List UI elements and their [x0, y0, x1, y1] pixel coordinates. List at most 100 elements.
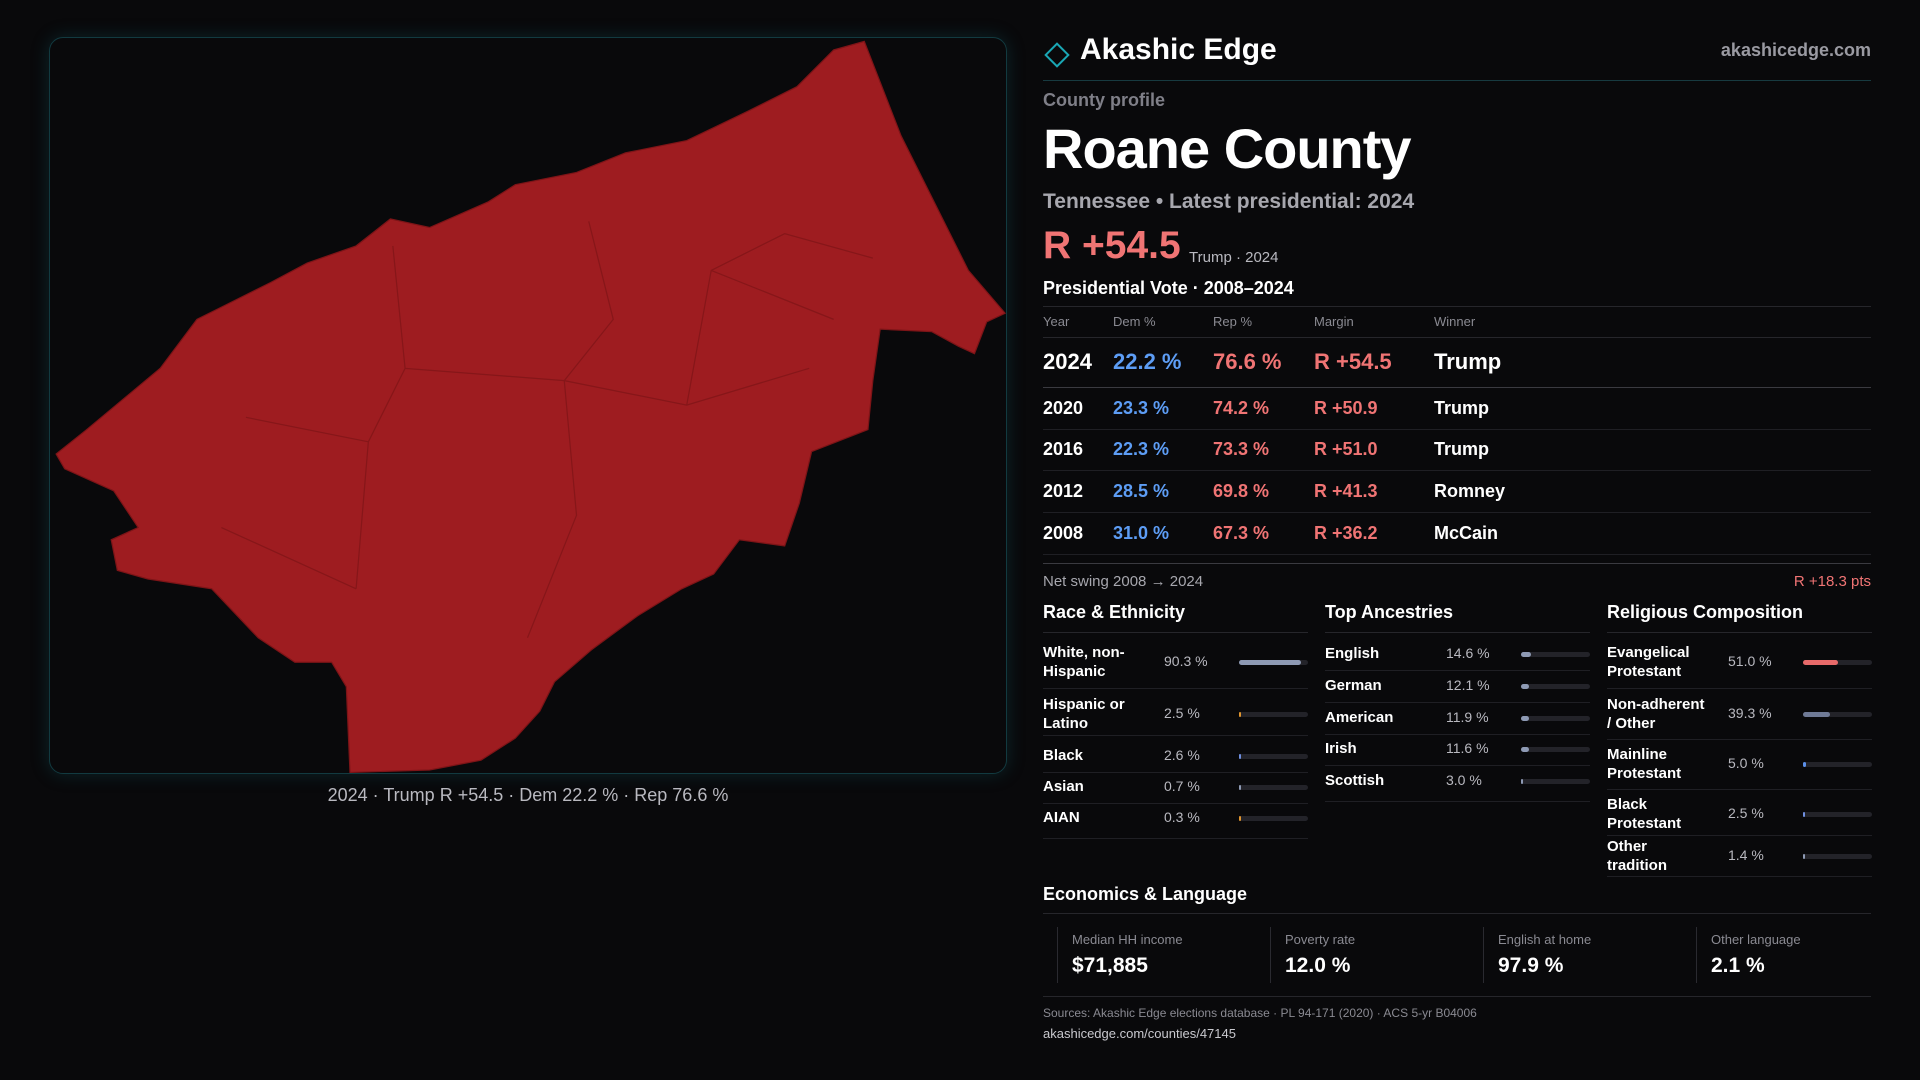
row-value: 39.3 %: [1728, 705, 1772, 721]
divider: [1043, 306, 1871, 307]
table-cell: 31.0 %: [1113, 523, 1170, 543]
sources: Sources: Akashic Edge elections database…: [1043, 1006, 1477, 1020]
bar: [1239, 754, 1241, 759]
section-title: Religious Composition: [1607, 602, 1803, 622]
swing-label: Net swing 2008 → 2024: [1043, 573, 1204, 590]
row-label: AIAN: [1043, 809, 1080, 826]
swing-value: R +18.3 pts: [1793, 573, 1871, 590]
kicker: County profile: [1043, 90, 1165, 110]
stat-label: Other language: [1711, 932, 1801, 947]
divider: [1325, 765, 1590, 766]
bar-track: [1239, 754, 1308, 759]
bar-track: [1239, 660, 1308, 665]
row-label: English: [1325, 645, 1380, 662]
row-label: American: [1325, 709, 1394, 726]
bar-track: [1803, 854, 1872, 859]
table-cell: Trump: [1434, 439, 1490, 459]
subtitle: Tennessee • Latest presidential: 2024: [1043, 190, 1415, 213]
row-label: Other tradition: [1607, 838, 1667, 874]
stat-value: 2.1 %: [1711, 954, 1765, 977]
bar: [1803, 712, 1831, 717]
site-link[interactable]: akashicedge.com: [1720, 40, 1871, 60]
stat-box: Median HH income $71,885: [1057, 927, 1257, 983]
logo: [1044, 42, 1070, 68]
divider: [1607, 688, 1872, 689]
row-value: 11.6 %: [1446, 740, 1489, 756]
stat-box: Other language 2.1 %: [1696, 927, 1896, 983]
county-title: Roane County: [1043, 117, 1412, 180]
bar: [1239, 785, 1241, 790]
divider: [1325, 702, 1590, 703]
divider: [1043, 838, 1308, 839]
table-cell: Trump: [1434, 349, 1502, 374]
bar: [1239, 660, 1302, 665]
table-cell: R +50.9: [1314, 398, 1378, 418]
row-label: Black: [1043, 747, 1084, 764]
table-cell: 28.5 %: [1113, 481, 1170, 501]
divider: [1043, 429, 1871, 430]
row-value: 11.9 %: [1446, 709, 1489, 725]
row-value: 90.3 %: [1164, 653, 1208, 669]
divider: [1325, 801, 1590, 802]
column-header: Margin: [1314, 314, 1354, 329]
divider: [1043, 632, 1308, 633]
bar-track: [1521, 652, 1590, 657]
row-value: 2.6 %: [1164, 747, 1200, 763]
row-value: 0.7 %: [1164, 778, 1200, 794]
divider: [1043, 387, 1871, 388]
stat-value: $71,885: [1072, 954, 1148, 977]
divider: [1043, 563, 1871, 564]
bar: [1803, 854, 1805, 859]
divider: [1043, 512, 1871, 513]
table-cell: R +54.5: [1314, 349, 1392, 374]
row-value: 2.5 %: [1728, 805, 1764, 821]
table-cell: 73.3 %: [1213, 439, 1270, 459]
map-caption: 2024 · Trump R +54.5 · Dem 22.2 % · Rep …: [327, 785, 729, 805]
bar: [1239, 816, 1241, 821]
divider: [1325, 632, 1590, 633]
table-cell: 23.3 %: [1113, 398, 1170, 418]
stat-value: 97.9 %: [1498, 954, 1564, 977]
row-label: Hispanic or Latino: [1043, 696, 1125, 732]
table-cell: 2016: [1043, 439, 1084, 459]
divider: [1607, 876, 1872, 877]
page-url[interactable]: akashicedge.com/counties/47145: [1043, 1026, 1236, 1041]
bar-track: [1803, 762, 1872, 767]
divider: [1607, 789, 1872, 790]
divider: [1043, 337, 1871, 338]
bar-track: [1239, 712, 1308, 717]
bar: [1521, 779, 1524, 784]
row-value: 1.4 %: [1728, 847, 1764, 863]
county-shape: [55, 40, 1006, 773]
row-value: 51.0 %: [1728, 653, 1772, 669]
table-cell: 74.2 %: [1213, 398, 1270, 418]
table-cell: 2012: [1043, 481, 1084, 501]
bar-track: [1521, 779, 1590, 784]
stat-box: Poverty rate 12.0 %: [1270, 927, 1470, 983]
bar: [1521, 716, 1530, 721]
table-cell: Trump: [1434, 398, 1490, 418]
column-header: Winner: [1434, 314, 1476, 329]
section-title: Top Ancestries: [1325, 602, 1454, 622]
brand: Akashic Edge: [1080, 33, 1277, 66]
county-map: [55, 40, 1006, 773]
row-label: Evangelical Protestant: [1607, 644, 1690, 680]
headline-margin: R +54.5: [1043, 224, 1181, 267]
divider: [1607, 632, 1872, 633]
table-cell: Romney: [1434, 481, 1506, 501]
bar-track: [1521, 684, 1590, 689]
table-cell: 2020: [1043, 398, 1084, 418]
divider: [1043, 913, 1871, 914]
table-cell: 22.2 %: [1113, 349, 1182, 374]
stat-label: English at home: [1498, 932, 1592, 947]
bar-track: [1803, 712, 1872, 717]
row-label: Black Protestant: [1607, 796, 1682, 832]
divider: [1325, 733, 1590, 735]
column-header: Dem %: [1113, 314, 1156, 329]
stat-box: English at home 97.9 %: [1483, 927, 1683, 983]
row-label: White, non-Hispanic: [1043, 644, 1125, 680]
stat-label: Median HH income: [1072, 932, 1183, 947]
divider: [1043, 802, 1308, 804]
table-cell: R +36.2: [1314, 523, 1378, 543]
